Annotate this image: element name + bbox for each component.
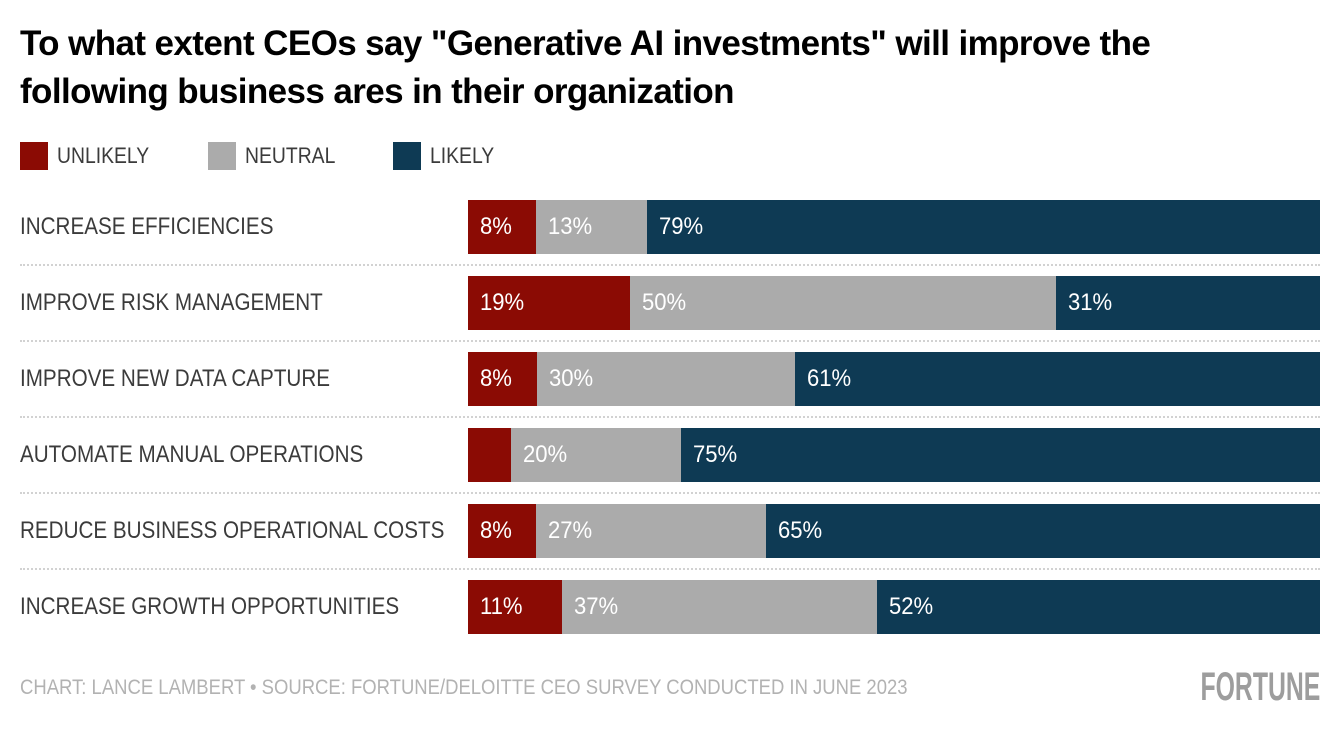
bar-value-label: 30% [548,365,594,392]
bar-segment-neutral: 30% [536,352,796,406]
chart-credit: CHART: LANCE LAMBERT • SOURCE: FORTUNE/D… [20,675,908,699]
chart-row: REDUCE BUSINESS OPERATIONAL COSTS 8% 27% 65… [20,504,1320,558]
chart-title: To what extent CEOs say "Generative AI i… [20,24,1151,111]
bar-value-label: 8% [479,365,512,392]
row-separator [20,340,1320,342]
row-separator [20,492,1320,494]
bar-segment-likely: 79% [646,200,1320,254]
bar-group: 8% 27% 65% [468,504,1320,558]
category-label: AUTOMATE MANUAL OPERATIONS [20,428,468,482]
bar-segment-likely: 75% [681,428,1320,482]
bar-value-label: 50% [641,289,687,316]
chart-row: INCREASE GROWTH OPPORTUNITIES 11% 37% 52% [20,580,1320,634]
bar-value-label: 13% [548,213,593,240]
bar-segment-unlikely: 19% [468,276,630,330]
legend-swatch-likely [393,142,422,170]
bar-value-label: 37% [573,593,618,620]
bar-segment-neutral: 37% [561,580,877,634]
category-label-text: REDUCE BUSINESS OPERATIONAL COSTS [20,517,445,544]
bar-segment-unlikely: 8% [468,200,537,254]
bar-group: 20% 75% [468,428,1320,482]
bar-value-label: 31% [1067,289,1113,316]
bar-value-label: 19% [479,289,525,316]
category-label-text: AUTOMATE MANUAL OPERATIONS [20,441,364,468]
legend-item-neutral: NEUTRAL [207,142,348,170]
legend: UNLIKELY NEUTRAL LIKELY [20,142,1320,170]
category-label-text: INCREASE GROWTH OPPORTUNITIES [20,593,400,620]
chart-row: IMPROVE NEW DATA CAPTURE 8% 30% 61% [20,352,1320,406]
chart-row: AUTOMATE MANUAL OPERATIONS 20% 75% [20,428,1320,482]
bar-value-label: 75% [692,441,738,468]
bar-value-label: 61% [806,365,852,392]
bar-segment-likely: 52% [876,580,1320,634]
bar-value-label: 27% [548,517,593,544]
category-label: IMPROVE RISK MANAGEMENT [20,276,468,330]
bar-value-label: 65% [778,517,823,544]
bar-value-label: 8% [479,213,512,240]
bar-value-label: 8% [479,517,512,544]
bar-segment-likely: 65% [766,504,1320,558]
bar-segment-neutral: 50% [629,276,1056,330]
legend-swatch-unlikely [20,142,48,170]
footer: CHART: LANCE LAMBERT • SOURCE: FORTUNE/D… [20,665,1320,710]
bar-group: 8% 13% 79% [468,200,1320,254]
legend-label: LIKELY [430,143,495,168]
bar-segment-unlikely: 8% [468,504,537,558]
fortune-logo: FORTUNE [1200,665,1320,709]
chart-row: IMPROVE RISK MANAGEMENT 19% 50% 31% [20,276,1320,330]
bar-group: 11% 37% 52% [468,580,1320,634]
category-label-text: INCREASE EFFICIENCIES [20,213,274,240]
bar-group: 19% 50% 31% [468,276,1320,330]
bar-segment-unlikely [468,428,511,482]
legend-item-unlikely: UNLIKELY [20,142,162,170]
category-label: REDUCE BUSINESS OPERATIONAL COSTS [20,504,468,558]
legend-swatch-neutral [207,142,236,170]
category-label-text: IMPROVE RISK MANAGEMENT [20,289,323,316]
chart-row: INCREASE EFFICIENCIES 8% 13% 79% [20,200,1320,254]
bar-segment-unlikely: 8% [468,352,537,406]
bar-segment-likely: 61% [795,352,1320,406]
bar-value-label: 79% [658,213,704,240]
bar-value-label: 20% [522,441,567,468]
legend-label: UNLIKELY [57,143,150,168]
category-label: INCREASE GROWTH OPPORTUNITIES [20,580,468,634]
bar-segment-neutral: 27% [536,504,767,558]
legend-item-likely: LIKELY [393,142,503,170]
bar-segment-unlikely: 11% [468,580,562,634]
row-separator [20,416,1320,418]
legend-label: NEUTRAL [244,143,336,168]
bar-segment-likely: 31% [1055,276,1320,330]
row-separator [20,568,1320,570]
category-label: INCREASE EFFICIENCIES [20,200,468,254]
bar-segment-neutral: 20% [510,428,681,482]
row-separator [20,264,1320,266]
bar-value-label: 52% [888,593,934,620]
bar-value-label: 11% [479,593,523,620]
category-label: IMPROVE NEW DATA CAPTURE [20,352,468,406]
bar-group: 8% 30% 61% [468,352,1320,406]
bar-segment-neutral: 13% [536,200,647,254]
stacked-bar-chart: INCREASE EFFICIENCIES 8% 13% 79% IMPROVE RIS… [20,200,1320,634]
category-label-text: IMPROVE NEW DATA CAPTURE [20,365,331,392]
